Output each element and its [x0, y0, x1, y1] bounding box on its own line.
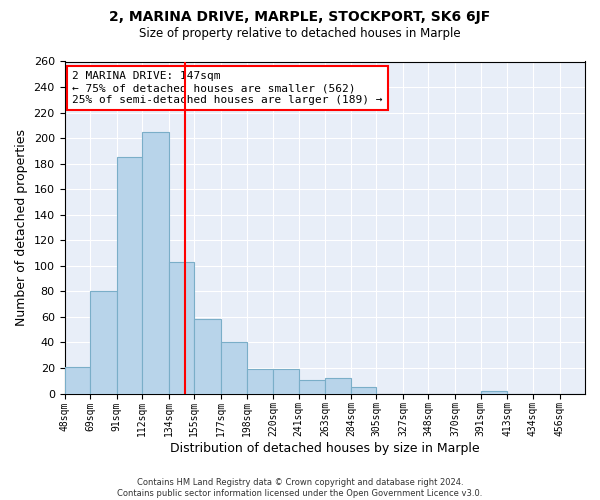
Bar	[247, 370, 273, 394]
Bar	[116, 158, 142, 394]
Text: 2 MARINA DRIVE: 147sqm
← 75% of detached houses are smaller (562)
25% of semi-de: 2 MARINA DRIVE: 147sqm ← 75% of detached…	[73, 72, 383, 104]
Bar	[65, 366, 90, 394]
Bar	[325, 378, 351, 394]
Y-axis label: Number of detached properties: Number of detached properties	[15, 129, 28, 326]
Text: 2, MARINA DRIVE, MARPLE, STOCKPORT, SK6 6JF: 2, MARINA DRIVE, MARPLE, STOCKPORT, SK6 …	[109, 10, 491, 24]
Text: Size of property relative to detached houses in Marple: Size of property relative to detached ho…	[139, 28, 461, 40]
Bar	[351, 387, 376, 394]
X-axis label: Distribution of detached houses by size in Marple: Distribution of detached houses by size …	[170, 442, 479, 455]
Bar	[481, 391, 508, 394]
Bar	[221, 342, 247, 394]
Bar	[90, 292, 116, 394]
Bar	[299, 380, 325, 394]
Bar	[142, 132, 169, 394]
Bar	[273, 370, 299, 394]
Text: Contains HM Land Registry data © Crown copyright and database right 2024.
Contai: Contains HM Land Registry data © Crown c…	[118, 478, 482, 498]
Bar	[194, 320, 221, 394]
Bar	[169, 262, 194, 394]
